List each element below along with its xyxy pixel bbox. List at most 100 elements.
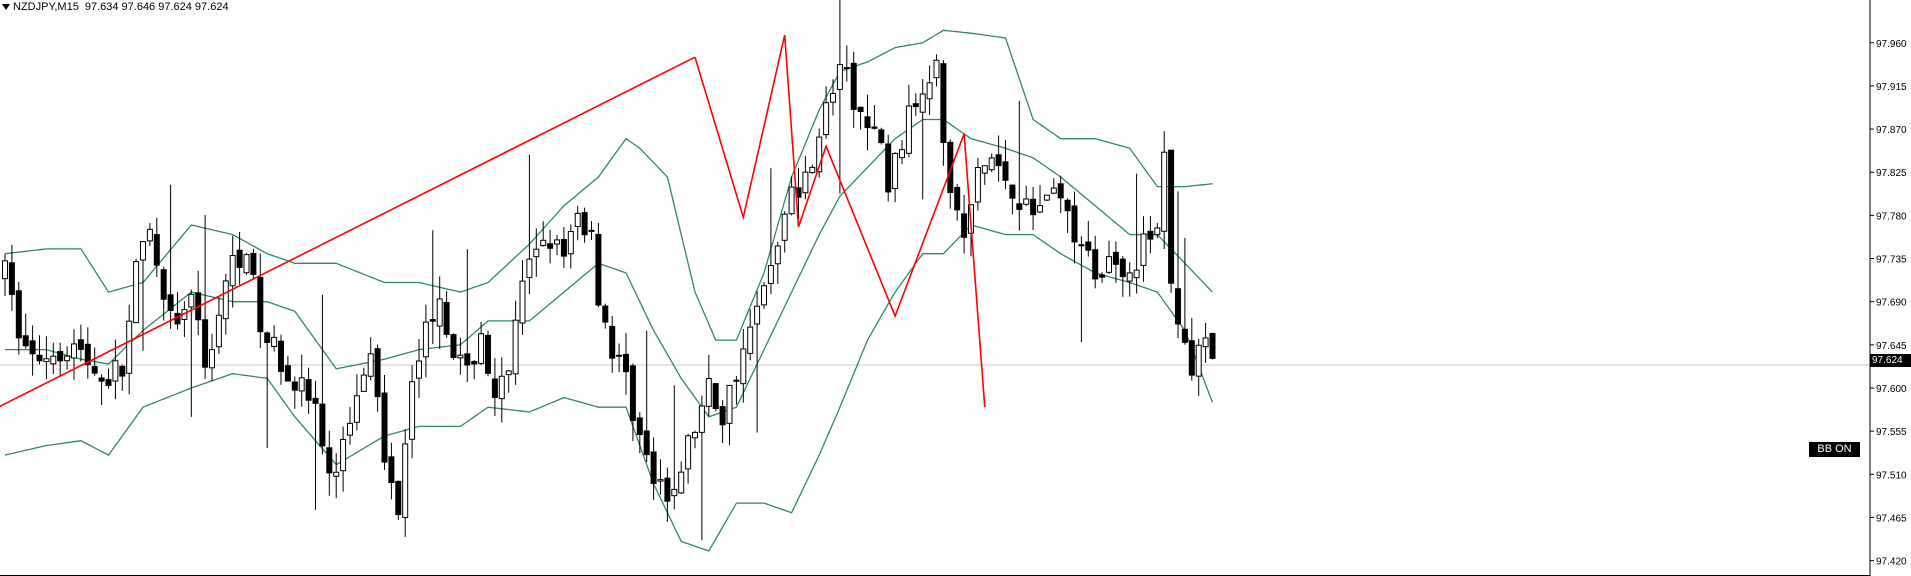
candle: [857, 106, 864, 130]
candle-body-bull: [678, 471, 685, 494]
candle-body-bear: [712, 383, 719, 410]
candle: [505, 370, 512, 393]
candle: [912, 93, 919, 116]
candle-body-bull: [1133, 269, 1140, 279]
candle-body-bear: [319, 403, 326, 447]
candle-body-bear: [623, 353, 629, 373]
candle: [954, 183, 961, 221]
candle: [995, 135, 1002, 182]
candle: [685, 433, 692, 484]
candle: [250, 248, 257, 280]
candle-body-bull: [974, 166, 981, 203]
candle: [1154, 223, 1161, 239]
candle: [933, 54, 940, 87]
trendline: [0, 56, 696, 408]
candle: [464, 249, 471, 383]
candle-body-bull: [112, 360, 119, 382]
candle: [1119, 255, 1126, 297]
candle: [947, 139, 954, 209]
candle-body-bear: [947, 141, 954, 193]
candle-body-bear: [160, 269, 167, 300]
candle-body-bull: [726, 384, 733, 424]
candle: [961, 194, 968, 254]
candle: [91, 347, 98, 376]
candle-body-bear: [1092, 249, 1099, 280]
candle-body-bear: [464, 353, 471, 366]
candle-body-bull: [574, 212, 581, 228]
candle: [843, 45, 850, 82]
candle: [512, 300, 519, 385]
candle: [1085, 220, 1092, 257]
candle: [643, 330, 650, 463]
candle: [64, 346, 71, 370]
candle-body-bear: [843, 67, 850, 70]
candle: [140, 241, 146, 351]
candle: [181, 301, 188, 338]
candle-body-bear: [560, 238, 567, 257]
candle: [478, 321, 485, 365]
candle: [850, 51, 857, 128]
candle: [278, 334, 284, 385]
collapse-arrow-icon[interactable]: [2, 4, 10, 10]
candle: [733, 375, 740, 405]
candle-body-bull: [533, 248, 540, 258]
candle: [77, 324, 84, 362]
candle-body-bull: [899, 149, 905, 159]
candle: [409, 365, 416, 459]
candle-body-bear: [22, 335, 29, 347]
candle-body-bull: [830, 92, 836, 103]
candle: [892, 152, 899, 203]
candle-body-bull: [1037, 205, 1043, 213]
candle-body-bear: [57, 350, 64, 362]
candle: [1126, 262, 1133, 297]
candle: [319, 294, 326, 455]
candle: [1078, 236, 1085, 342]
price-tick-label: 97.825: [1876, 168, 1907, 179]
candle-body-bull: [188, 293, 195, 308]
candle-body-bull: [209, 349, 215, 369]
candle-body-bear: [719, 406, 726, 426]
candle: [202, 214, 209, 379]
candle-body-bear: [257, 276, 264, 333]
candle: [1209, 332, 1216, 360]
candle: [50, 342, 57, 374]
candle-body-bear: [1181, 328, 1188, 343]
candle: [209, 333, 215, 382]
candle: [754, 291, 761, 433]
candle-body-bear: [1099, 274, 1106, 278]
candle-body-bull: [50, 355, 57, 365]
candle-body-bear: [1030, 198, 1037, 216]
candle: [698, 395, 705, 541]
chart-header: NZDJPY,M15 97.634 97.646 97.624 97.624: [2, 0, 229, 14]
candle-body-bull: [402, 443, 409, 518]
price-tick-label: 97.600: [1876, 384, 1907, 395]
candle: [919, 79, 926, 200]
candle-body-bear: [15, 290, 22, 339]
candle-body-bear: [595, 233, 602, 306]
candle-body-bull: [409, 381, 416, 440]
candle-body-bull: [333, 471, 340, 477]
candle-body-bear: [850, 62, 857, 110]
candle-body-bull: [1050, 187, 1057, 194]
candle-body-bull: [1154, 227, 1161, 236]
bb-on-badge[interactable]: BB ON: [1809, 442, 1860, 457]
price-tick-label: 97.735: [1876, 255, 1907, 266]
candle: [1037, 185, 1043, 214]
candle-body-bull: [740, 348, 747, 385]
candle-body-bull: [926, 82, 933, 100]
candle: [871, 105, 878, 130]
candle-body-bull: [229, 254, 236, 287]
candle: [712, 382, 719, 412]
candle-body-bear: [602, 305, 609, 323]
candle: [422, 304, 429, 378]
candle-body-bull: [457, 354, 464, 359]
candle: [1112, 241, 1119, 283]
candle-body-bear: [547, 243, 554, 249]
candle-body-bear: [29, 340, 36, 355]
candle: [533, 228, 540, 277]
candle-body-bull: [340, 438, 347, 472]
candle-body-bull: [140, 241, 146, 261]
candle-body-bear: [491, 378, 498, 399]
bollinger-middle-band: [5, 118, 1213, 418]
